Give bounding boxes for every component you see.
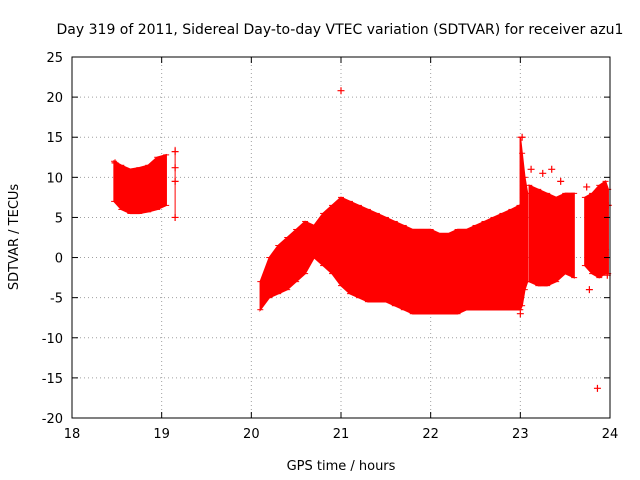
y-axis-label: SDTVAR / TECUs (7, 184, 22, 291)
data-point (539, 169, 547, 177)
data-bands (111, 136, 612, 315)
data-point (583, 183, 591, 191)
data-point (548, 165, 556, 173)
y-tick-label: 5 (55, 211, 63, 226)
data-band (519, 137, 529, 311)
y-tick-label: 25 (46, 51, 63, 66)
x-tick-label: 20 (243, 427, 260, 442)
data-point (518, 133, 526, 141)
y-tick-label: -10 (42, 332, 63, 347)
data-point (171, 213, 179, 221)
data-point (604, 201, 612, 209)
data-point (600, 181, 608, 189)
data-point (585, 286, 593, 294)
y-tick-label: -20 (42, 412, 63, 427)
data-point (516, 310, 524, 318)
y-tick-label: 10 (46, 171, 63, 186)
y-tick-label: 0 (55, 252, 63, 267)
data-point (557, 177, 565, 185)
x-tick-label: 21 (333, 427, 350, 442)
data-band (528, 184, 575, 287)
y-tick-label: 20 (46, 91, 63, 106)
data-point (171, 148, 179, 156)
data-band (113, 153, 167, 215)
data-band (584, 180, 609, 279)
data-point (593, 384, 601, 392)
x-tick-label: 24 (602, 427, 619, 442)
y-tick-label: -15 (42, 372, 63, 387)
x-tick-label: 22 (422, 427, 439, 442)
data-point (111, 159, 119, 167)
data-point (527, 165, 535, 173)
x-tick-label: 23 (512, 427, 529, 442)
data-band (259, 196, 521, 315)
data-point (171, 164, 179, 172)
data-points (111, 87, 612, 392)
x-tick-label: 19 (153, 427, 170, 442)
data-point (602, 246, 610, 254)
data-point (171, 177, 179, 185)
axis-ticks: 18 19 20 21 22 23 24 25 20 15 10 5 0 -5 -10 -15 -20 (42, 51, 619, 442)
y-tick-label: -5 (50, 292, 63, 307)
x-axis-label: GPS time / hours (287, 459, 396, 474)
data-point (337, 87, 345, 95)
y-tick-label: 15 (46, 131, 63, 146)
chart-title: Day 319 of 2011, Sidereal Day-to-day VTE… (57, 22, 624, 38)
x-tick-label: 18 (64, 427, 81, 442)
